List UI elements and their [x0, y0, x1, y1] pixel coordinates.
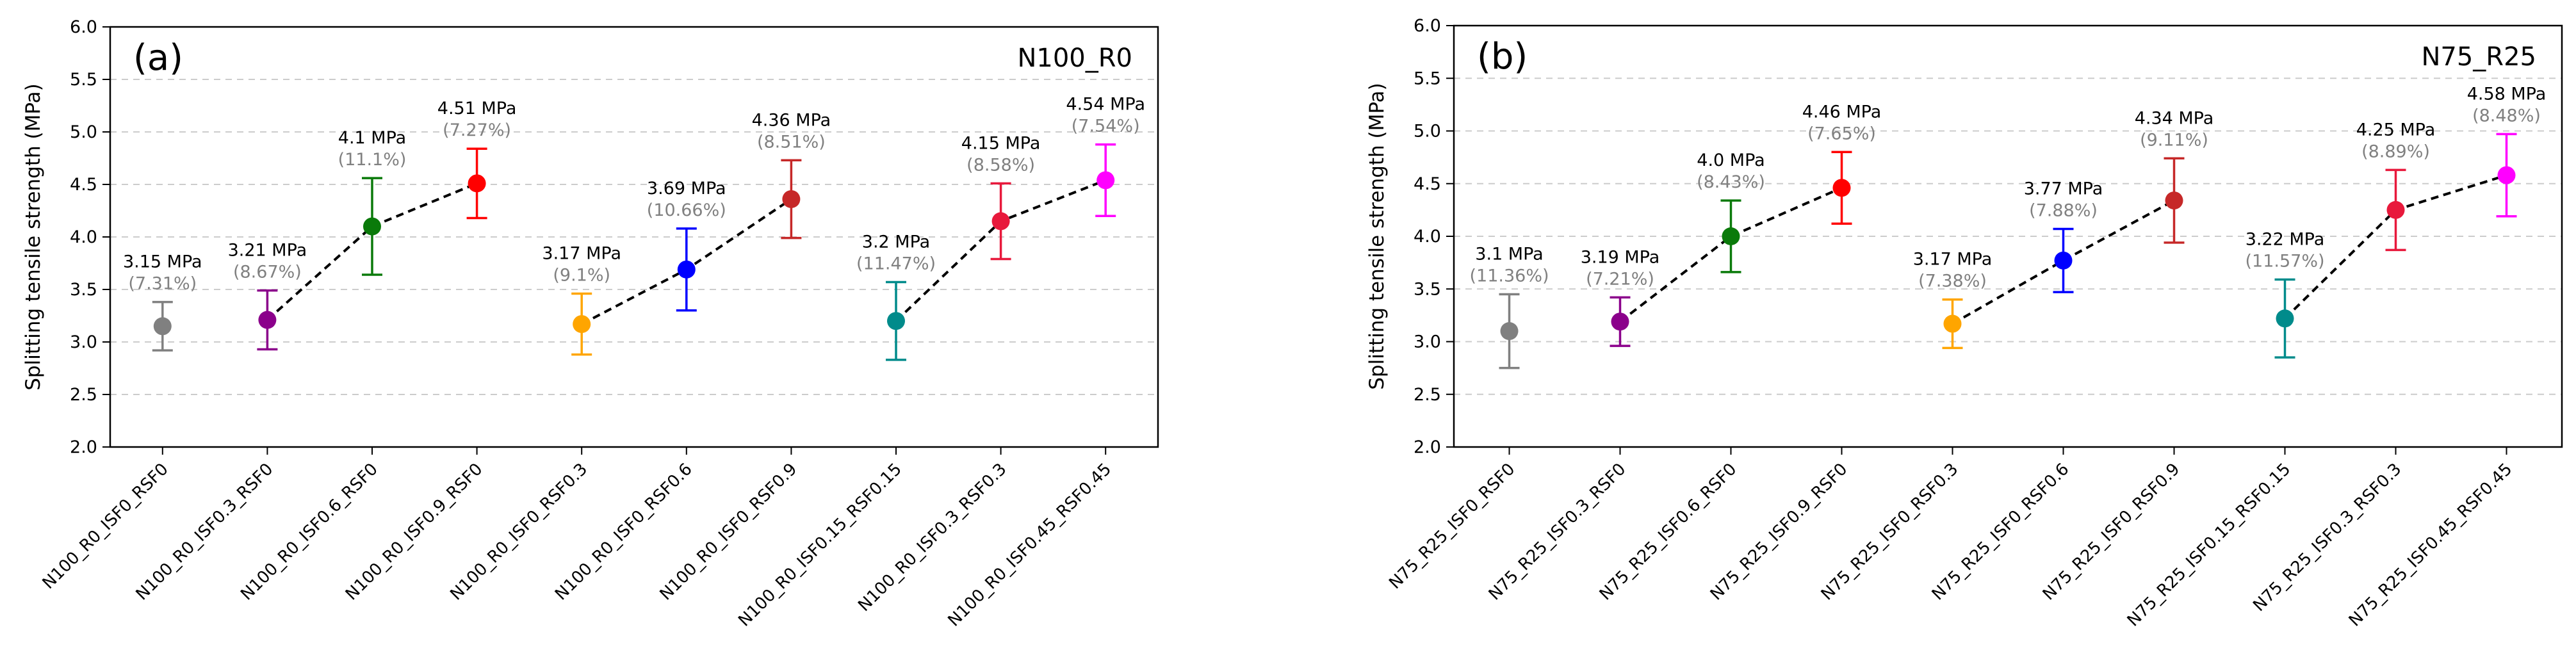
data-point	[1500, 322, 1519, 341]
value-label: 3.22 MPa	[2246, 229, 2325, 249]
data-point	[573, 315, 591, 334]
chart-b: 2.0 2.5 3.0 3.5 4.0 4.5 5.0 5.5 6.0 Splitting ten…	[1365, 16, 2563, 630]
data-point	[1096, 171, 1115, 190]
cv-label: (7.88%)	[2029, 200, 2098, 220]
cv-label: (11.36%)	[1469, 266, 1549, 286]
y-tick-label: 3.0	[1414, 332, 1441, 352]
data-point	[153, 317, 172, 336]
value-label: 4.34 MPa	[2135, 108, 2214, 128]
data-point	[782, 190, 801, 208]
value-label: 4.0 MPa	[1697, 150, 1765, 170]
cv-label: (8.89%)	[2361, 142, 2430, 161]
data-point	[1611, 313, 1629, 331]
data-point	[1943, 314, 1962, 333]
panel-label: (a)	[133, 37, 183, 79]
y-tick-label: 6.0	[1414, 16, 1441, 36]
cv-label: (7.65%)	[1807, 124, 1876, 143]
y-tick-label: 5.5	[1414, 69, 1441, 88]
value-label: 3.2 MPa	[862, 232, 930, 252]
value-label: 3.77 MPa	[2024, 179, 2103, 199]
value-label: 4.58 MPa	[2467, 84, 2547, 104]
y-tick-label: 3.5	[1414, 279, 1441, 299]
y-tick-label: 4.0	[1414, 227, 1441, 247]
y-axis-label: Splitting tensile strength (MPa)	[22, 83, 45, 391]
y-tick-label: 5.0	[70, 122, 97, 142]
value-label: 3.69 MPa	[647, 179, 726, 199]
x-tick-label: N100_R0_ISF0.45_RSF0.45	[944, 460, 1115, 631]
y-tick-label: 2.5	[70, 385, 97, 405]
y-axis-label: Splitting tensile strength (MPa)	[1365, 83, 1389, 390]
y-tick-label: 2.5	[1414, 385, 1441, 405]
cv-label: (11.57%)	[2245, 251, 2324, 271]
cv-label: (8.48%)	[2472, 106, 2541, 126]
chart-a: 2.0 2.5 3.0 3.5 4.0 4.5 5.0 5.5 6.0 Splitting ten…	[22, 17, 1159, 631]
y-tick-label: 5.5	[70, 70, 97, 90]
data-point	[2054, 251, 2073, 270]
data-point	[2386, 200, 2405, 219]
cv-label: (8.51%)	[757, 132, 826, 152]
y-tick-label: 4.5	[1414, 174, 1441, 194]
trend-line	[1952, 199, 2175, 325]
value-label: 4.36 MPa	[752, 110, 831, 130]
chart-title: N100_R0	[1017, 44, 1132, 73]
data-point	[2165, 191, 2183, 210]
value-label: 3.19 MPa	[1581, 247, 1660, 267]
data-point	[991, 212, 1010, 231]
cv-label: (11.47%)	[856, 254, 936, 274]
data-point	[468, 174, 486, 193]
cv-label: (11.1%)	[338, 150, 407, 170]
y-tick-label: 4.5	[70, 175, 97, 195]
cv-label: (10.66%)	[647, 200, 726, 220]
panel-label: (b)	[1477, 36, 1528, 77]
value-label: 3.17 MPa	[542, 244, 621, 264]
cv-label: (7.54%)	[1072, 117, 1140, 136]
y-tick-label: 3.5	[70, 280, 97, 300]
y-tick-label: 6.0	[70, 17, 97, 37]
trend-line	[1619, 186, 1843, 323]
value-label: 3.17 MPa	[1913, 250, 1993, 270]
data-point	[1722, 227, 1740, 245]
data-point	[887, 312, 905, 330]
data-point	[1832, 179, 1851, 197]
value-label: 3.1 MPa	[1475, 244, 1543, 264]
cv-label: (7.31%)	[128, 274, 197, 294]
value-label: 4.51 MPa	[437, 99, 517, 118]
cv-label: (9.1%)	[553, 266, 610, 286]
value-label: 4.1 MPa	[338, 128, 406, 148]
y-tick-label: 5.0	[1414, 122, 1441, 142]
value-label: 3.15 MPa	[123, 252, 202, 272]
value-label: 3.21 MPa	[228, 241, 307, 261]
x-tick-label: N75_R25_ISF0_RSF0	[1385, 460, 1519, 593]
x-tick-label: N100_R0_ISF0.15_RSF0.15	[735, 460, 906, 631]
y-tick-label: 2.0	[1414, 437, 1441, 457]
plot-frame	[1453, 24, 2563, 448]
y-tick-label: 4.0	[70, 227, 97, 247]
value-label: 4.54 MPa	[1066, 95, 1145, 115]
chart-title: N75_R25	[2421, 42, 2536, 72]
y-tick-label: 3.0	[70, 332, 97, 352]
cv-label: (9.11%)	[2140, 130, 2208, 150]
data-point	[2276, 309, 2294, 328]
plot-frame	[109, 26, 1159, 448]
data-point	[2497, 166, 2516, 184]
cv-label: (8.58%)	[966, 155, 1035, 175]
data-point	[677, 260, 696, 279]
cv-label: (8.43%)	[1697, 172, 1765, 192]
value-label: 4.46 MPa	[1802, 102, 1882, 122]
y-tick-label: 2.0	[70, 437, 97, 457]
data-point	[258, 311, 277, 329]
cv-label: (7.38%)	[1918, 272, 1987, 291]
value-label: 4.25 MPa	[2356, 120, 2436, 140]
value-label: 4.15 MPa	[961, 133, 1041, 153]
cv-label: (7.21%)	[1586, 269, 1654, 289]
data-point	[363, 217, 381, 236]
cv-label: (7.27%)	[443, 120, 511, 140]
cv-label: (8.67%)	[233, 263, 302, 282]
